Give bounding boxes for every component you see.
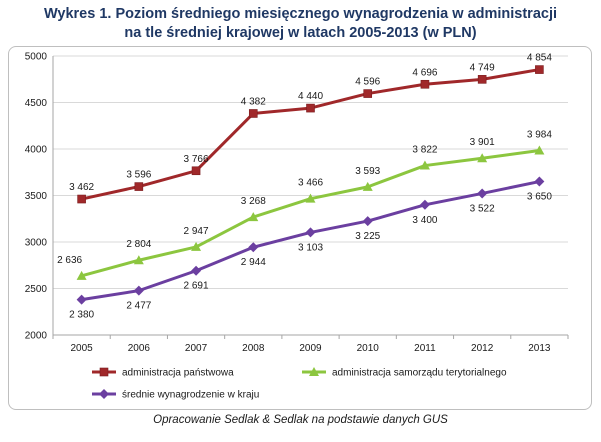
data-point-3 [191,265,202,276]
data-point-3 [133,285,144,296]
data-label: 4 854 [527,53,552,64]
legend-marker [99,389,109,399]
y-tick-label: 3500 [25,191,48,202]
y-tick-label: 5000 [25,52,48,63]
y-tick-label: 2000 [25,331,48,342]
data-label: 2 636 [57,255,82,266]
data-point-3 [305,227,316,238]
chart-frame [8,46,592,410]
data-point-3 [248,242,259,253]
data-label: 3 522 [470,203,495,214]
data-point-2 [76,270,87,280]
y-tick-label: 3000 [25,238,48,249]
data-point-2 [248,212,259,222]
legend-label: średnie wynagrodzenie w kraju [122,390,259,401]
data-label: 3 593 [355,166,380,177]
x-tick-label: 2011 [414,343,436,354]
data-point-2 [477,153,488,163]
data-label: 2 691 [184,281,209,292]
data-point-1 [363,89,373,98]
data-point-1 [77,194,86,204]
data-label: 3 462 [69,182,94,193]
data-label: 3 225 [355,231,380,242]
data-label: 4 440 [298,91,323,102]
data-point-1 [306,103,315,113]
data-label: 2 380 [69,310,94,321]
data-point-3 [419,199,430,210]
x-tick-label: 2009 [299,343,322,354]
data-label: 3 984 [527,129,552,140]
chart-title: Wykres 1. Poziom średniego miesięcznego … [0,5,601,43]
x-tick-label: 2007 [185,343,208,354]
legend-label: administracja samorządu terytorialnego [332,368,507,379]
data-point-2 [305,193,316,203]
data-point-1 [134,182,144,191]
data-label: 3 822 [412,145,437,156]
data-label: 3 268 [241,196,266,207]
x-tick-label: 2013 [528,343,551,354]
data-point-1 [191,166,201,176]
x-tick-label: 2005 [70,343,93,354]
data-label: 4 382 [241,96,266,107]
legend-marker [99,367,109,377]
data-label: 3 766 [184,154,209,165]
y-tick-label: 4000 [25,145,48,156]
data-label: 4 596 [355,77,380,88]
data-point-3 [76,294,87,305]
legend-label: administracja państwowa [122,368,234,379]
data-label: 3 103 [298,242,323,253]
data-label: 2 804 [126,239,151,250]
data-point-3 [477,188,488,199]
data-label: 3 596 [126,170,151,181]
source-caption: Opracowanie Sedlak & Sedlak na podstawie… [153,414,448,426]
data-point-2 [191,241,202,251]
chart-title-line2: na tle średniej krajowej w latach 2005-2… [124,25,477,41]
data-point-2 [419,160,430,170]
data-point-3 [362,216,373,227]
legend-marker [309,367,319,376]
data-point-2 [133,255,144,265]
data-point-2 [534,145,545,155]
data-point-1 [248,109,258,118]
x-tick-label: 2010 [357,343,380,354]
data-label: 2 947 [184,226,209,237]
x-tick-label: 2006 [128,343,151,354]
data-label: 4 696 [412,67,437,78]
y-tick-label: 4500 [25,98,48,109]
data-point-2 [362,181,373,191]
data-label: 2 477 [126,301,151,312]
data-point-1 [477,75,487,84]
data-point-3 [534,176,545,187]
x-tick-label: 2012 [471,343,494,354]
data-point-1 [420,79,430,89]
data-label: 3 466 [298,178,323,189]
data-label: 3 650 [527,192,552,203]
y-tick-label: 2500 [25,284,48,295]
data-label: 2 944 [241,257,266,268]
data-label: 3 901 [470,137,495,148]
x-tick-label: 2008 [242,343,265,354]
data-label: 3 400 [412,215,437,226]
chart-title-line1: Wykres 1. Poziom średniego miesięcznego … [43,6,558,22]
data-label: 4 749 [470,62,495,73]
data-point-1 [535,65,544,74]
